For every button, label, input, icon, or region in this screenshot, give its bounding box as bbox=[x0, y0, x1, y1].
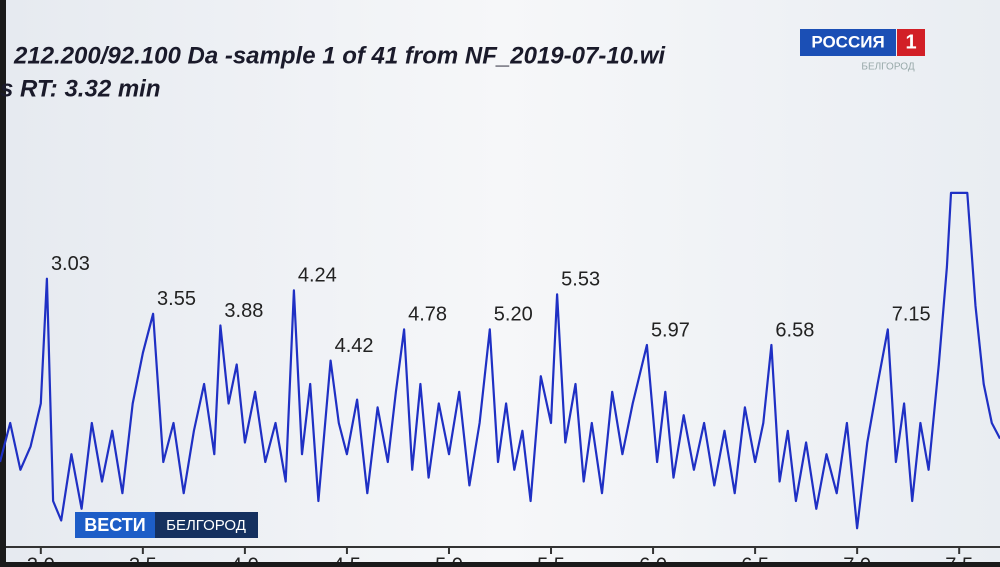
program-logo: ВЕСТИ БЕЛГОРОД bbox=[75, 512, 258, 538]
peak-label: 3.88 bbox=[224, 300, 263, 322]
logo-box bbox=[800, 29, 896, 56]
peak-label: 4.42 bbox=[335, 335, 374, 357]
logo-number-box bbox=[897, 29, 925, 56]
trace bbox=[0, 191, 1000, 530]
peak-label: 4.24 bbox=[298, 265, 337, 287]
channel-name: РОССИЯ bbox=[811, 32, 884, 51]
program-region-box bbox=[155, 512, 258, 538]
peak-label: 6.58 bbox=[775, 319, 814, 341]
program-name: ВЕСТИ bbox=[84, 515, 146, 535]
x-tick-label: 6.0 bbox=[639, 554, 667, 562]
region: БЕЛГОРОД bbox=[861, 62, 914, 73]
x-tick-label: 4.5 bbox=[333, 554, 361, 562]
x-tick-label: 3.5 bbox=[129, 554, 157, 562]
x-tick-label: 4.0 bbox=[231, 554, 259, 562]
peak-label: 5.20 bbox=[494, 304, 533, 326]
peak-label: 3.55 bbox=[157, 288, 196, 310]
header: 212.200/92.100 Da -sample 1 of 41 from N… bbox=[13, 42, 666, 69]
peak-label: 3.03 bbox=[51, 253, 90, 275]
x-tick-label: 7.0 bbox=[843, 554, 871, 562]
x-tick-label: 3.0 bbox=[27, 554, 55, 562]
peak-label: 7.15 bbox=[892, 304, 931, 326]
x-tick-label: 6.5 bbox=[741, 554, 769, 562]
monitor-screen bbox=[6, 0, 1000, 562]
x-tick-label: 7.5 bbox=[945, 554, 973, 562]
x-tick-label: 5.5 bbox=[537, 554, 565, 562]
program-region: БЕЛГОРОД bbox=[166, 517, 246, 534]
plot: 3.0 3.5 4.0 4.5 5.0 5.5 6.0 6.5 7.0 7.5 3.03 3.55 3.… bbox=[0, 191, 1000, 567]
peak-label: 5.53 bbox=[561, 269, 600, 291]
channel-logo: РОССИЯ 1 БЕЛГОРОД bbox=[800, 29, 925, 73]
peak-label: 4.78 bbox=[408, 304, 447, 326]
channel-number: 1 bbox=[905, 31, 916, 53]
program-box bbox=[75, 512, 155, 538]
x-tick-label: 5.0 bbox=[435, 554, 463, 562]
subheader: s RT: 3.32 min bbox=[0, 75, 161, 102]
peak-label: 5.97 bbox=[651, 319, 690, 341]
